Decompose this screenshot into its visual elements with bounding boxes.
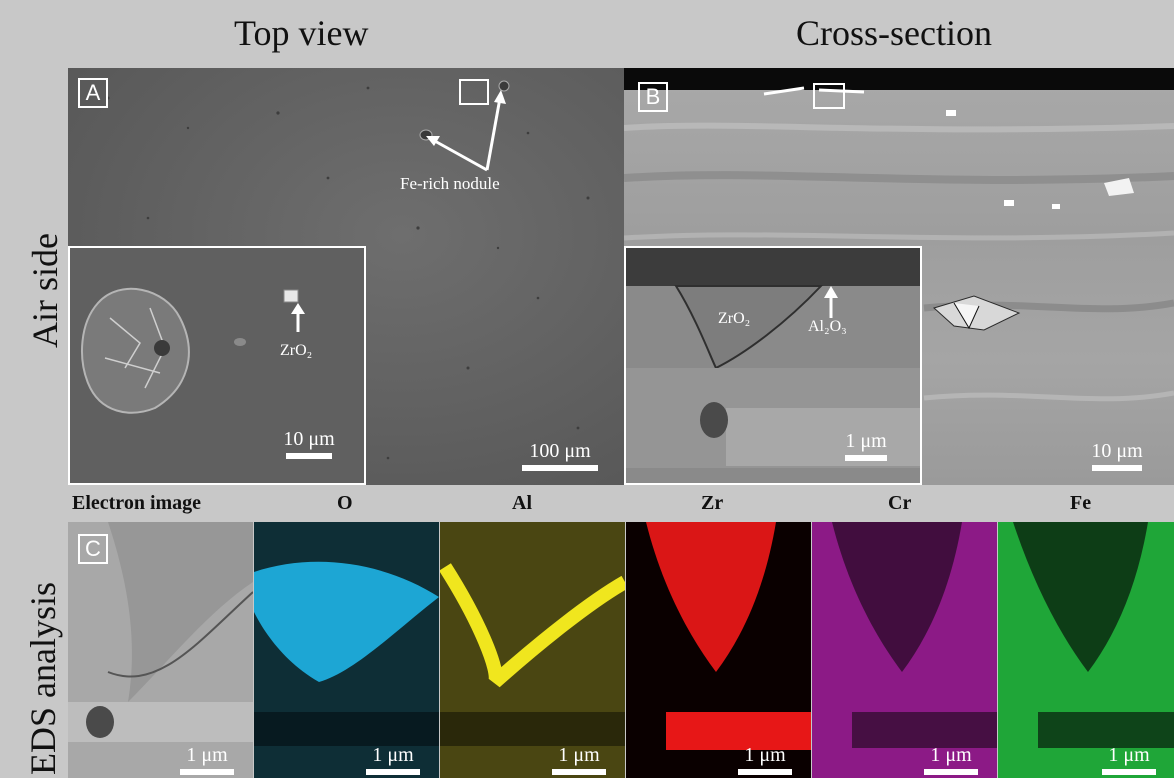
eds-o-scale-label: 1 μm <box>372 744 414 766</box>
eds-cr-scale-bar: 1 μm <box>916 744 986 775</box>
eds-map-electron-image-graphic <box>68 522 253 778</box>
eds-map-zr-graphic <box>626 522 811 778</box>
eds-title-o: O <box>337 492 353 514</box>
panel-a-inset-scale-label: 10 μm <box>283 428 335 450</box>
panel-b-inset-image <box>626 248 920 468</box>
eds-title-zr: Zr <box>701 492 724 514</box>
panel-a-inset-scale-line <box>286 453 332 459</box>
eds-al-scale-label: 1 μm <box>558 744 600 766</box>
eds-map-o: 1 μm <box>254 522 439 778</box>
eds-zr-scale-label: 1 μm <box>744 744 786 766</box>
panel-a-sem-image: A Fe-rich nodule 100 μm ZrO₂ 10 μm <box>68 68 624 485</box>
panel-b-scale-bar: 10 μm <box>1080 440 1154 471</box>
eds-electron-scale-line <box>180 769 234 775</box>
eds-zr-scale-bar: 1 μm <box>730 744 800 775</box>
eds-map-cr-graphic <box>812 522 997 778</box>
eds-electron-scale-label: 1 μm <box>186 744 228 766</box>
eds-cr-scale-line <box>924 769 978 775</box>
panel-b-inset-scale-bar: 1 μm <box>836 430 896 461</box>
fe-rich-nodule-annotation: Fe-rich nodule <box>400 174 500 193</box>
column-header-top-view: Top view <box>234 13 369 53</box>
panel-a-label: A <box>78 78 108 108</box>
panel-b-inset: ZrO₂ Al₂O₃ 1 μm <box>624 246 922 485</box>
panel-b-label: B <box>638 82 668 112</box>
panel-b-texture <box>624 68 1174 402</box>
eds-al-scale-line <box>552 769 606 775</box>
panel-b-sem-image: B 10 μm ZrO₂ Al₂O₃ 1 μm <box>624 68 1174 485</box>
eds-title-al: Al <box>512 492 532 514</box>
eds-fe-scale-label: 1 μm <box>1108 744 1150 766</box>
eds-al-scale-bar: 1 μm <box>544 744 614 775</box>
panel-a-inset: ZrO₂ 10 μm <box>68 246 366 485</box>
eds-map-fe-graphic <box>998 522 1174 778</box>
panel-b-scale-line <box>1092 465 1142 471</box>
eds-o-scale-line <box>366 769 420 775</box>
row-header-eds: EDS analysis <box>23 582 63 775</box>
column-header-cross-section: Cross-section <box>796 13 992 53</box>
eds-map-zr: 1 μm <box>626 522 811 778</box>
eds-cr-scale-label: 1 μm <box>930 744 972 766</box>
panel-b-inset-zro2-annotation: ZrO₂ <box>718 310 751 327</box>
eds-o-scale-bar: 1 μm <box>358 744 428 775</box>
eds-map-o-graphic <box>254 522 439 778</box>
panel-b-scale-label: 10 μm <box>1091 440 1143 462</box>
eds-map-fe: 1 μm <box>998 522 1174 778</box>
eds-map-cr: 1 μm <box>812 522 997 778</box>
panel-a-inset-zro2-annotation: ZrO₂ <box>280 342 313 359</box>
eds-title-cr: Cr <box>888 492 912 514</box>
eds-map-electron-image: C 1 μm <box>68 522 253 778</box>
eds-fe-scale-line <box>1102 769 1156 775</box>
eds-title-electron-image: Electron image <box>72 492 202 514</box>
panel-b-inset-scale-label: 1 μm <box>845 430 887 452</box>
eds-electron-scale-bar: 1 μm <box>172 744 242 775</box>
row-header-air-side: Air side <box>25 233 65 348</box>
panel-a-scale-label: 100 μm <box>529 440 591 462</box>
eds-map-al: 1 μm <box>440 522 625 778</box>
eds-map-al-graphic <box>440 522 625 778</box>
eds-fe-scale-bar: 1 μm <box>1094 744 1164 775</box>
eds-zr-scale-line <box>738 769 792 775</box>
panel-a-inset-scale-bar: 10 μm <box>274 428 344 459</box>
panel-c-label: C <box>78 534 108 564</box>
panel-a-scale-line <box>522 465 598 471</box>
panel-a-scale-bar: 100 μm <box>518 440 602 471</box>
panel-a-inset-image <box>81 287 305 414</box>
eds-title-fe: Fe <box>1070 492 1092 514</box>
panel-b-inset-scale-line <box>845 455 887 461</box>
panel-b-inset-al2o3-annotation: Al₂O₃ <box>808 318 847 335</box>
